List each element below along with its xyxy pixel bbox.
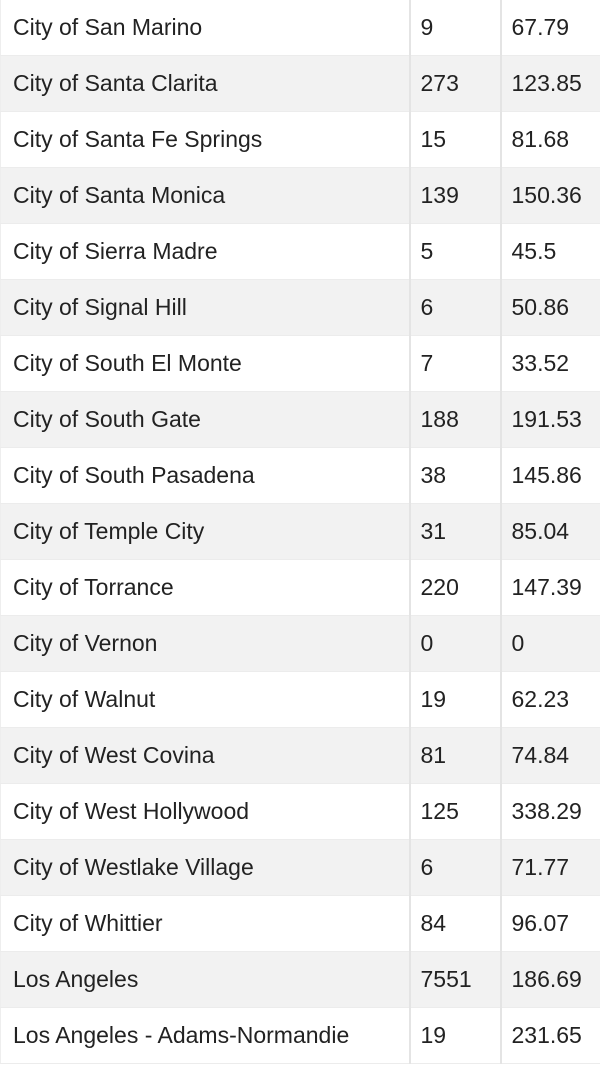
count-cell: 139 bbox=[408, 167, 501, 224]
table-row: City of Signal Hill 6 50.86 bbox=[0, 279, 600, 336]
table-row: Los Angeles - Adams-Normandie 19 231.65 bbox=[0, 1007, 600, 1064]
city-name-cell: Los Angeles bbox=[0, 951, 410, 1008]
table-row: City of Walnut 19 62.23 bbox=[0, 671, 600, 728]
rate-cell: 96.07 bbox=[499, 895, 600, 952]
table-row: City of Vernon 0 0 bbox=[0, 615, 600, 672]
count-cell: 19 bbox=[408, 1007, 501, 1064]
city-name-cell: City of Whittier bbox=[0, 895, 410, 952]
count-cell: 0 bbox=[408, 615, 501, 672]
rate-cell: 191.53 bbox=[499, 391, 600, 448]
table-row: City of Santa Monica 139 150.36 bbox=[0, 167, 600, 224]
rate-cell: 186.69 bbox=[499, 951, 600, 1008]
table-row: City of West Covina 81 74.84 bbox=[0, 727, 600, 784]
count-cell: 273 bbox=[408, 55, 501, 112]
count-cell: 220 bbox=[408, 559, 501, 616]
rate-cell: 71.77 bbox=[499, 839, 600, 896]
count-cell: 7551 bbox=[408, 951, 501, 1008]
count-cell: 6 bbox=[408, 839, 501, 896]
rate-cell: 81.68 bbox=[499, 111, 600, 168]
city-name-cell: City of San Marino bbox=[0, 0, 410, 56]
city-name-cell: City of Torrance bbox=[0, 559, 410, 616]
table-row: City of Westlake Village 6 71.77 bbox=[0, 839, 600, 896]
rate-cell: 123.85 bbox=[499, 55, 600, 112]
rate-cell: 338.29 bbox=[499, 783, 600, 840]
table-row: City of Temple City 31 85.04 bbox=[0, 503, 600, 560]
rate-cell: 50.86 bbox=[499, 279, 600, 336]
count-cell: 5 bbox=[408, 223, 501, 280]
rate-cell: 150.36 bbox=[499, 167, 600, 224]
city-name-cell: City of West Covina bbox=[0, 727, 410, 784]
city-name-cell: City of West Hollywood bbox=[0, 783, 410, 840]
table-row: City of South Pasadena 38 145.86 bbox=[0, 447, 600, 504]
table-row: City of Whittier 84 96.07 bbox=[0, 895, 600, 952]
city-name-cell: City of Santa Clarita bbox=[0, 55, 410, 112]
rate-cell: 67.79 bbox=[499, 0, 600, 56]
city-name-cell: City of South Pasadena bbox=[0, 447, 410, 504]
rate-cell: 62.23 bbox=[499, 671, 600, 728]
count-cell: 125 bbox=[408, 783, 501, 840]
city-name-cell: City of South El Monte bbox=[0, 335, 410, 392]
rate-cell: 147.39 bbox=[499, 559, 600, 616]
city-name-cell: City of Santa Fe Springs bbox=[0, 111, 410, 168]
table-row: Los Angeles 7551 186.69 bbox=[0, 951, 600, 1008]
rate-cell: 0 bbox=[499, 615, 600, 672]
count-cell: 188 bbox=[408, 391, 501, 448]
rate-cell: 85.04 bbox=[499, 503, 600, 560]
count-cell: 81 bbox=[408, 727, 501, 784]
city-name-cell: Los Angeles - Adams-Normandie bbox=[0, 1007, 410, 1064]
city-name-cell: City of Temple City bbox=[0, 503, 410, 560]
city-name-cell: City of Westlake Village bbox=[0, 839, 410, 896]
table-row: City of Torrance 220 147.39 bbox=[0, 559, 600, 616]
table-row: City of South El Monte 7 33.52 bbox=[0, 335, 600, 392]
city-name-cell: City of Signal Hill bbox=[0, 279, 410, 336]
count-cell: 38 bbox=[408, 447, 501, 504]
count-cell: 6 bbox=[408, 279, 501, 336]
table-row: City of San Marino 9 67.79 bbox=[0, 0, 600, 56]
table-row: City of Santa Fe Springs 15 81.68 bbox=[0, 111, 600, 168]
table-row: City of South Gate 188 191.53 bbox=[0, 391, 600, 448]
table-row: City of West Hollywood 125 338.29 bbox=[0, 783, 600, 840]
city-name-cell: City of Walnut bbox=[0, 671, 410, 728]
count-cell: 7 bbox=[408, 335, 501, 392]
table-row: City of Sierra Madre 5 45.5 bbox=[0, 223, 600, 280]
count-cell: 9 bbox=[408, 0, 501, 56]
table-row: City of Santa Clarita 273 123.85 bbox=[0, 55, 600, 112]
rate-cell: 231.65 bbox=[499, 1007, 600, 1064]
count-cell: 19 bbox=[408, 671, 501, 728]
city-name-cell: City of Sierra Madre bbox=[0, 223, 410, 280]
count-cell: 31 bbox=[408, 503, 501, 560]
rate-cell: 33.52 bbox=[499, 335, 600, 392]
city-name-cell: City of Vernon bbox=[0, 615, 410, 672]
rate-cell: 74.84 bbox=[499, 727, 600, 784]
city-name-cell: City of South Gate bbox=[0, 391, 410, 448]
rate-cell: 45.5 bbox=[499, 223, 600, 280]
count-cell: 84 bbox=[408, 895, 501, 952]
count-cell: 15 bbox=[408, 111, 501, 168]
city-name-cell: City of Santa Monica bbox=[0, 167, 410, 224]
rate-cell: 145.86 bbox=[499, 447, 600, 504]
